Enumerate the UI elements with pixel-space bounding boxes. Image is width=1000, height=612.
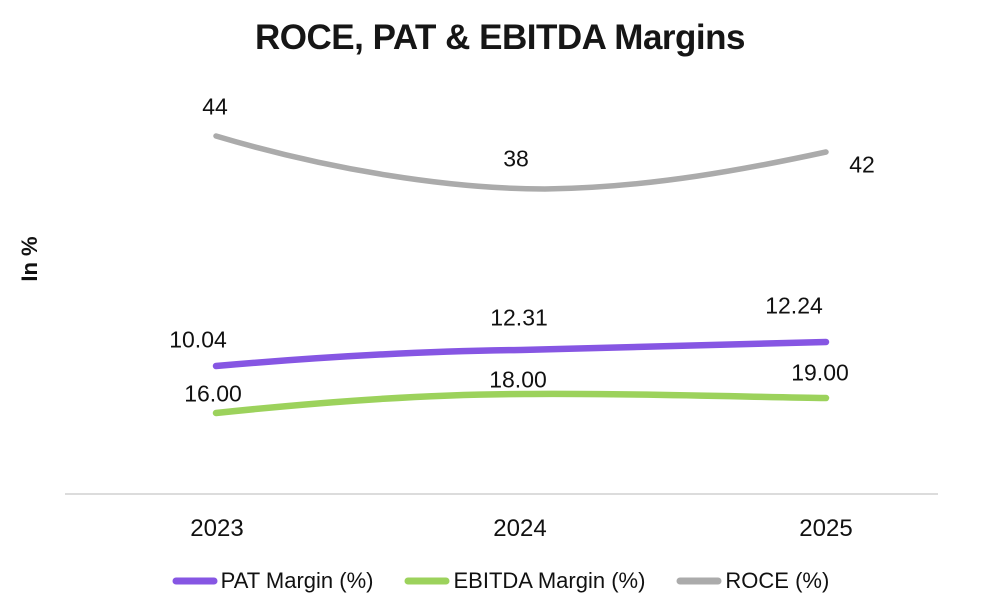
legend-label-roce: ROCE (%) (725, 568, 830, 593)
legend-swatch-roce-icon (676, 577, 722, 585)
x-axis-label-2025: 2025 (799, 515, 853, 542)
data-label-pat-2025: 12.24 (765, 292, 823, 319)
chart-title: ROCE, PAT & EBITDA Margins (255, 18, 746, 57)
ebitda-margin-line (212, 390, 830, 417)
legend-item-roce: ROCE (%) (675, 568, 829, 594)
data-label-pat-2023: 10.04 (169, 326, 227, 353)
data-label-roce-2025: 42 (849, 151, 875, 178)
x-axis-label-2024: 2024 (493, 515, 547, 542)
x-axis-label-2023: 2023 (190, 515, 244, 542)
data-label-roce-2023: 44 (202, 93, 228, 120)
data-label-roce-2024: 38 (503, 145, 529, 172)
data-label-ebitda-2025: 19.00 (791, 359, 849, 386)
legend-swatch-ebitda-icon (404, 577, 450, 585)
data-label-ebitda-2023: 16.00 (184, 380, 242, 407)
pat-margin-line (212, 338, 830, 370)
data-label-pat-2024: 12.31 (490, 304, 548, 331)
legend-item-pat-margin: PAT Margin (%) (171, 568, 374, 594)
legend-label-ebitda-margin: EBITDA Margin (%) (453, 568, 646, 593)
legend-swatch-pat-icon (172, 577, 218, 585)
legend-label-pat-margin: PAT Margin (%) (220, 568, 374, 593)
chart-legend: PAT Margin (%) EBITDA Margin (%) ROCE (%… (0, 562, 1000, 600)
roce-line (213, 133, 829, 192)
x-axis-line (65, 493, 938, 495)
legend-item-ebitda-margin: EBITDA Margin (%) (403, 568, 645, 594)
data-label-ebitda-2024: 18.00 (489, 366, 547, 393)
